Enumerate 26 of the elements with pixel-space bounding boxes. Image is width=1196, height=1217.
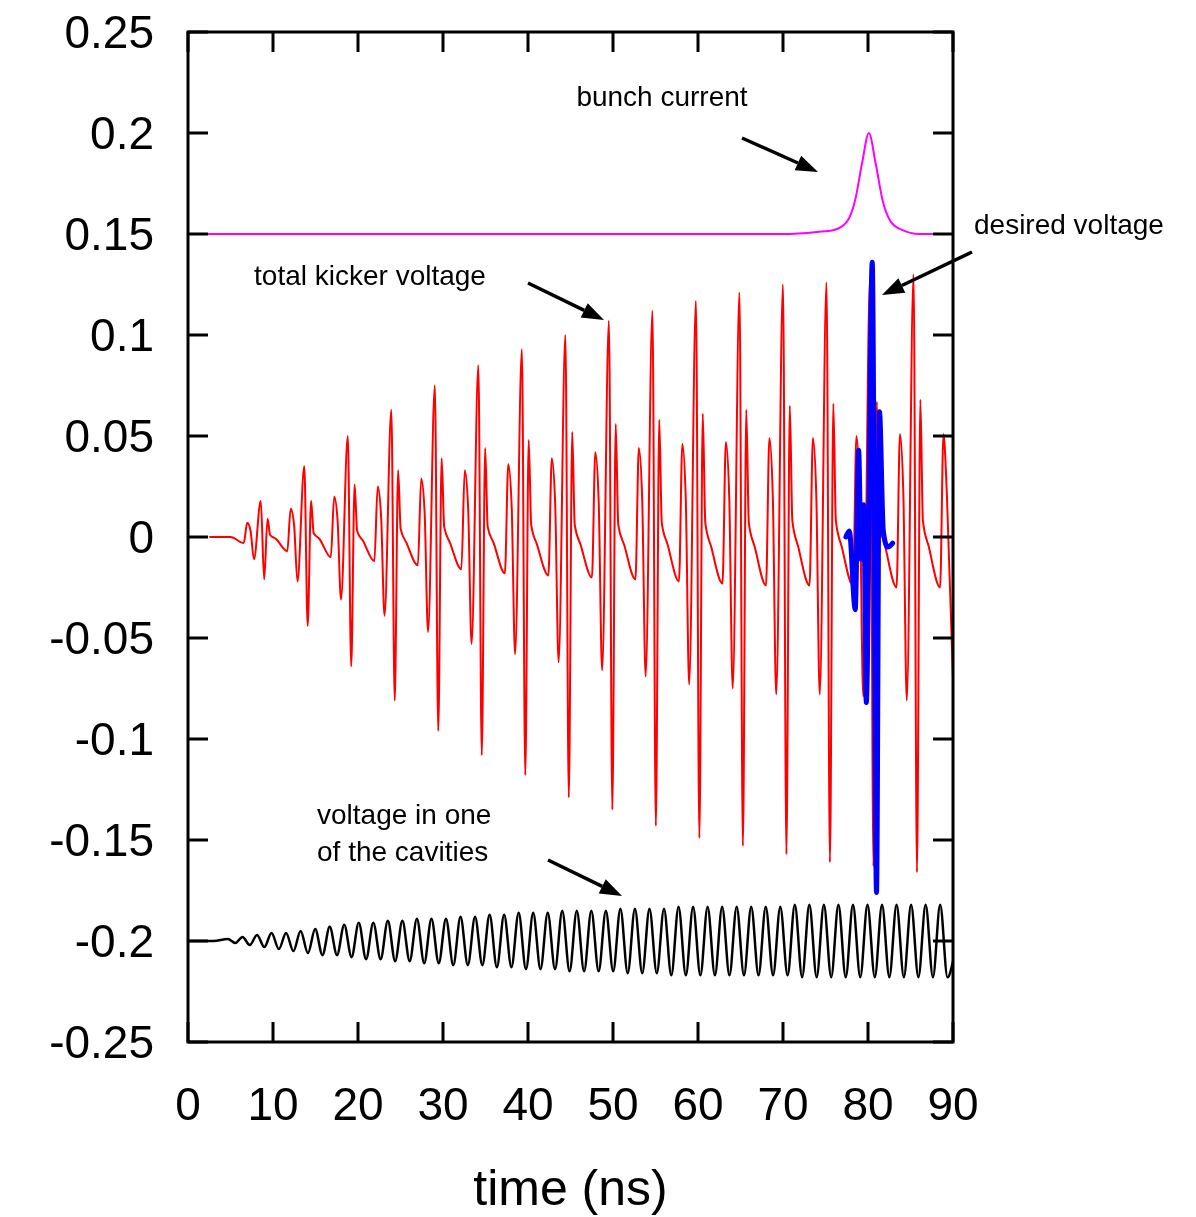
x-tick-label: 70 — [757, 1078, 809, 1130]
x-tick-label: 0 — [175, 1078, 201, 1130]
y-tick-label: -0.25 — [49, 1016, 154, 1069]
x-tick-label: 60 — [672, 1078, 724, 1130]
x-tick-label: 10 — [247, 1078, 299, 1130]
x-tick-label: 50 — [587, 1078, 639, 1130]
annotation: total kicker voltage — [254, 260, 486, 291]
annotation: voltage in one of the cavities — [317, 799, 492, 867]
y-tick-label: 0.15 — [64, 208, 154, 261]
x-tick-label: 90 — [927, 1078, 979, 1130]
x-tick-label: 30 — [417, 1078, 469, 1130]
x-tick-label: 80 — [842, 1078, 894, 1130]
y-tick-label: 0.05 — [64, 410, 154, 463]
y-tick-label: 0 — [128, 511, 154, 564]
annotation: bunch current — [576, 81, 748, 112]
text: desired voltage — [974, 209, 1164, 240]
y-tick-label: -0.2 — [74, 915, 154, 968]
x-axis-title: time (ns) — [473, 1160, 668, 1216]
y-tick-label: -0.1 — [74, 713, 154, 766]
y-tick-label: 0.25 — [64, 6, 154, 59]
y-tick-label: -0.05 — [49, 612, 154, 665]
x-tick-label: 40 — [502, 1078, 554, 1130]
y-tick-label: -0.15 — [49, 814, 154, 867]
y-tick-label: 0.2 — [90, 107, 154, 160]
y-tick-label: 0.1 — [90, 309, 154, 362]
x-tick-label: 20 — [332, 1078, 384, 1130]
